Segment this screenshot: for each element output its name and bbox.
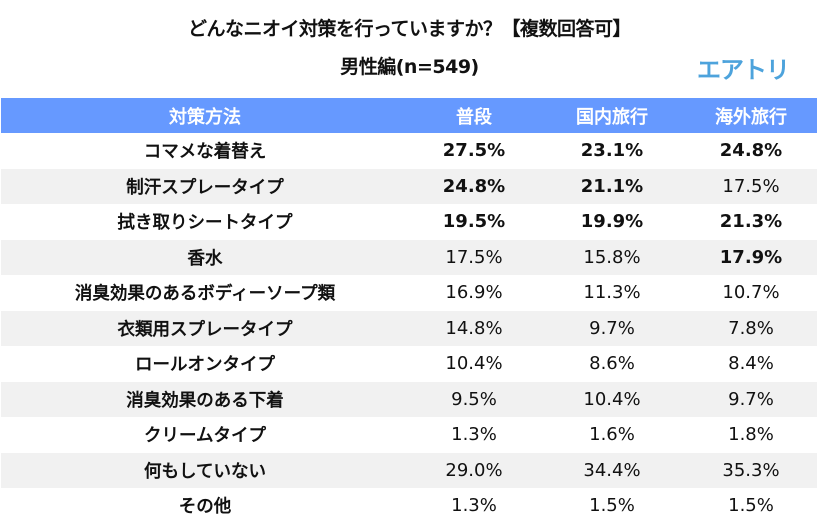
row-label: 制汗スプレータイプ [1, 168, 409, 204]
column-header-domestic-travel: 国内旅行 [539, 98, 685, 133]
table-row: コマメな着替え 27.5% 23.1% 24.8% [1, 133, 817, 169]
value-cell: 9.7% [539, 310, 685, 346]
row-label: 香水 [1, 239, 409, 275]
value-cell: 21.1% [539, 168, 685, 204]
value-cell: 1.5% [728, 495, 774, 517]
value-cell: 10.4% [445, 353, 503, 375]
chart-title: どんなニオイ対策を行っていますか？【複数回答可】 [187, 18, 632, 40]
value-cell: 34.4% [539, 452, 685, 488]
row-label: クリームタイプ [144, 426, 266, 447]
table-row: 消臭効果のあるボディーソープ類 16.9% 11.3% 10.7% [1, 275, 817, 311]
table-row: 消臭効果のある下着 9.5% 10.4% 9.7% [1, 381, 817, 417]
value-cell: 11.3% [583, 282, 641, 304]
value-cell: 14.8% [409, 310, 539, 346]
value-cell: 1.3% [451, 495, 497, 517]
value-cell: 19.5% [442, 211, 506, 233]
value-cell: 24.8% [719, 140, 783, 162]
value-cell: 8.6% [589, 353, 635, 375]
value-cell: 24.8% [409, 168, 539, 204]
value-cell: 9.7% [685, 381, 817, 417]
column-header-usual: 普段 [409, 98, 539, 133]
table-row: ロールオンタイプ 10.4% 8.6% 8.4% [1, 346, 817, 382]
chart-subtitle: 男性編(n=549) [340, 56, 479, 78]
table-row: 香水 17.5% 15.8% 17.9% [1, 239, 817, 275]
row-label: 拭き取りシートタイプ [117, 213, 293, 234]
value-cell: 17.5% [409, 239, 539, 275]
value-cell: 17.9% [685, 239, 817, 275]
value-cell: 21.3% [719, 211, 783, 233]
value-cell: 1.5% [589, 495, 635, 517]
value-cell: 9.5% [409, 381, 539, 417]
table-row: 拭き取りシートタイプ 19.5% 19.9% 21.3% [1, 204, 817, 240]
row-label: 何もしていない [1, 452, 409, 488]
table-row: 何もしていない 29.0% 34.4% 35.3% [1, 452, 817, 488]
row-label: 消臭効果のあるボディーソープ類 [74, 284, 336, 305]
value-cell: 8.4% [728, 353, 774, 375]
value-cell: 23.1% [580, 140, 644, 162]
value-cell: 29.0% [409, 452, 539, 488]
value-cell: 15.8% [539, 239, 685, 275]
table-header-row: 対策方法 普段 国内旅行 海外旅行 [1, 98, 817, 133]
row-label: その他 [178, 497, 232, 518]
row-label: 衣類用スプレータイプ [1, 310, 409, 346]
row-label: ロールオンタイプ [135, 355, 275, 376]
table-row: その他 1.3% 1.5% 1.5% [1, 488, 817, 524]
value-cell: 19.9% [580, 211, 644, 233]
value-cell: 1.8% [728, 424, 774, 446]
value-cell: 27.5% [442, 140, 506, 162]
value-cell: 1.3% [451, 424, 497, 446]
value-cell: 1.6% [589, 424, 635, 446]
table-row: 衣類用スプレータイプ 14.8% 9.7% 7.8% [1, 310, 817, 346]
table-row: クリームタイプ 1.3% 1.6% 1.8% [1, 417, 817, 453]
row-label: コマメな着替え [143, 142, 267, 163]
value-cell: 7.8% [685, 310, 817, 346]
row-label: 消臭効果のある下着 [1, 381, 409, 417]
value-cell: 35.3% [685, 452, 817, 488]
value-cell: 10.7% [722, 282, 780, 304]
table-row: 制汗スプレータイプ 24.8% 21.1% 17.5% [1, 168, 817, 204]
value-cell: 16.9% [445, 282, 503, 304]
brand-logo: エアトリ [697, 56, 790, 84]
results-table: 対策方法 普段 国内旅行 海外旅行 コマメな着替え 27.5% 23.1% 24.8%… [1, 98, 817, 524]
value-cell: 10.4% [539, 381, 685, 417]
column-header-overseas-travel: 海外旅行 [685, 98, 817, 133]
column-header-method: 対策方法 [1, 98, 409, 133]
value-cell: 17.5% [685, 168, 817, 204]
